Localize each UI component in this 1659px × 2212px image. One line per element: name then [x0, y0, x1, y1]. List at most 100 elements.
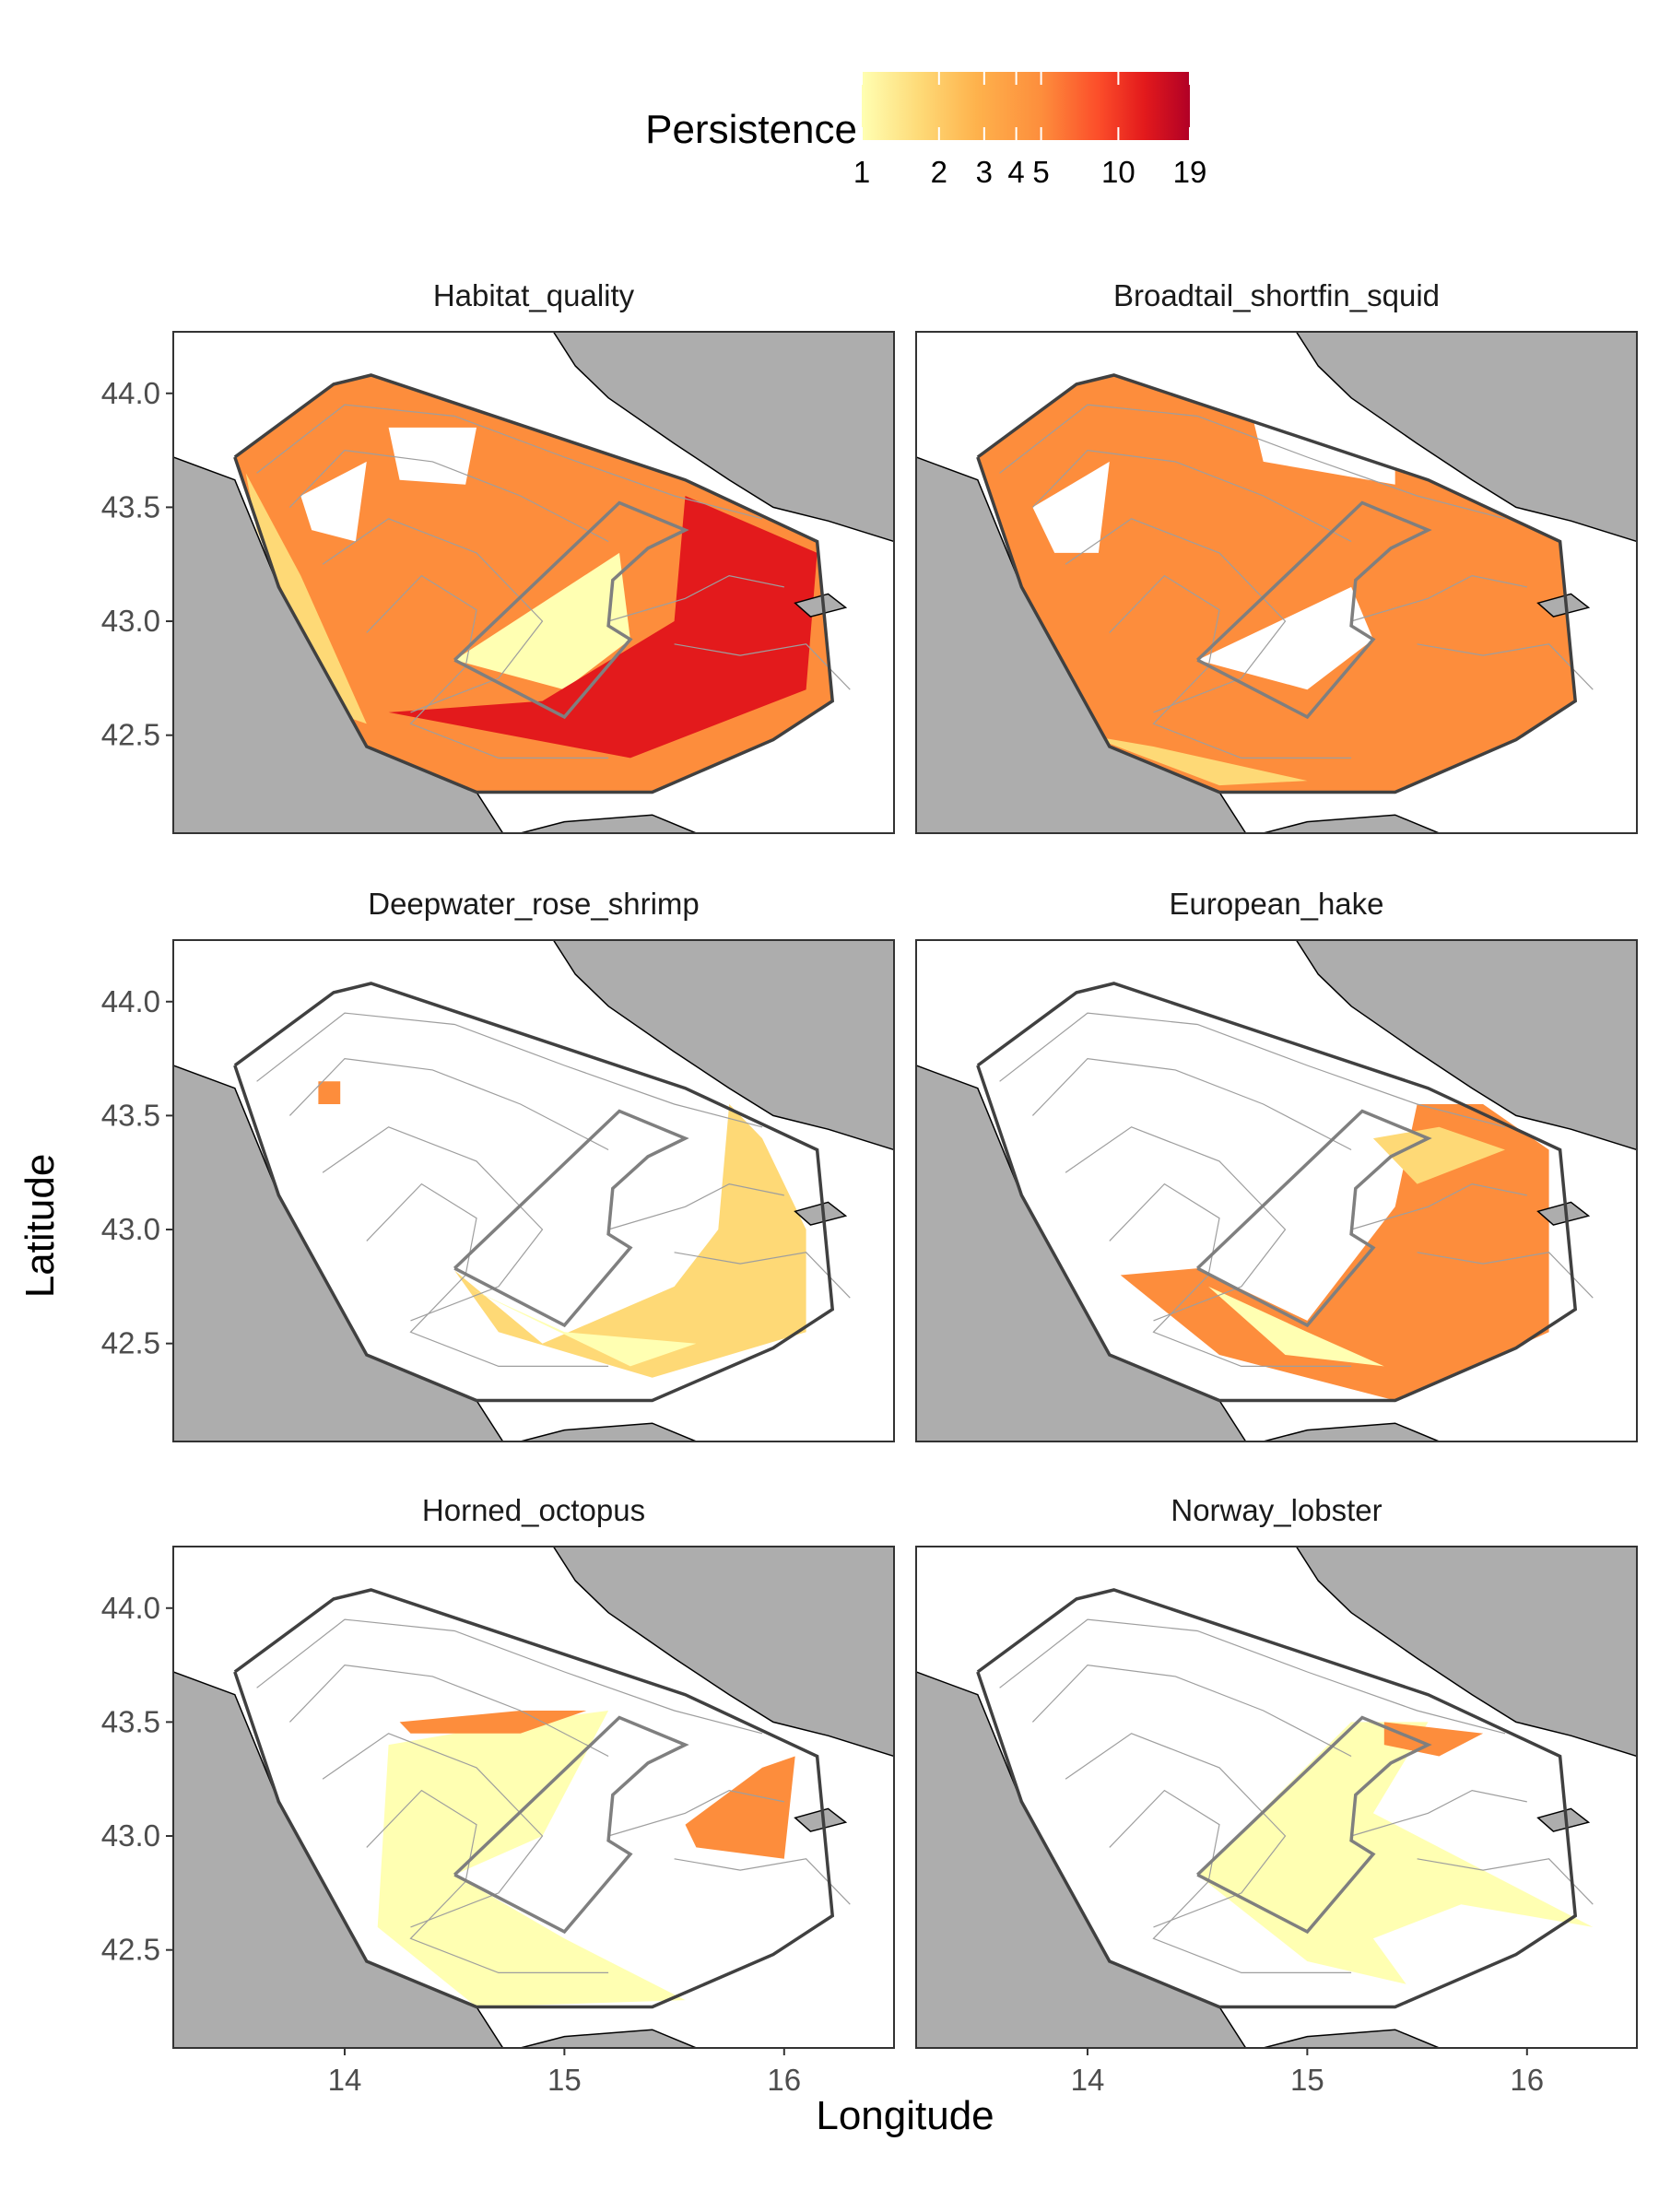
y-tick-label: 43.0 [101, 1212, 160, 1246]
land [1295, 940, 1637, 1151]
y-tick-label: 42.5 [101, 1326, 160, 1360]
panel-title: European_hake [1169, 887, 1383, 921]
y-tick-label: 43.5 [101, 489, 160, 524]
land [520, 1422, 697, 1441]
bathymetry-contour [1350, 574, 1527, 622]
legend-title: Persistence [645, 107, 857, 152]
legend-tick-label: 10 [1101, 155, 1135, 189]
study-area-outline [976, 982, 1578, 1403]
x-tick-label: 14 [328, 2063, 362, 2097]
bathymetry-contour [256, 1012, 763, 1128]
persistence-patch [465, 1286, 697, 1367]
y-tick-label: 43.5 [101, 1704, 160, 1738]
panel-frame [172, 331, 895, 834]
panel-frame [172, 939, 895, 1442]
y-tick-label: 42.5 [101, 718, 160, 752]
x-tick-label: 15 [1290, 2063, 1324, 2097]
bathymetry-contour [607, 574, 784, 622]
land [1263, 814, 1440, 833]
x-axis-title: Longitude [816, 2093, 994, 2138]
empty-cell-patch [300, 461, 367, 542]
bathymetry-contour [288, 1057, 609, 1151]
closed-area-outline [1195, 500, 1432, 720]
land [520, 2029, 697, 2048]
persistence-patch [1372, 1126, 1505, 1184]
land [1295, 332, 1637, 543]
bathymetry-contour [1350, 1789, 1527, 1837]
persistence-patch [1208, 1286, 1384, 1367]
persistence-patch [454, 1104, 806, 1378]
study-area-outline [976, 373, 1578, 794]
legend-colorbar [862, 72, 1190, 140]
closed-area-outline [1195, 1109, 1432, 1328]
legend: Persistence 1 2 3 4 5 10 19 [645, 72, 1206, 189]
land [520, 814, 697, 833]
empty-cell-patch [388, 427, 477, 485]
persistence-patch [1383, 1722, 1484, 1757]
panels: Habitat_quality 44.0 43.5 43.0 42.5 Broadtail… [101, 278, 1638, 2097]
bathymetry-contour [999, 1618, 1506, 1735]
map-panel: Deepwater_rose_shrimp 44.0 43.5 43.0 42.5 [101, 887, 895, 1442]
closed-area-outline [453, 500, 689, 720]
bathymetry-contour [288, 1664, 609, 1758]
persistence-patch [1088, 735, 1308, 786]
y-tick-label: 44.0 [101, 984, 160, 1018]
island [1536, 1201, 1591, 1226]
y-tick-label: 43.0 [101, 604, 160, 638]
persistence-patch [1197, 1722, 1594, 1984]
bathymetry-contour [322, 1733, 544, 1928]
bathymetry-contour [999, 404, 1506, 520]
persistence-patch [318, 1081, 341, 1104]
panel-title: Norway_lobster [1171, 1493, 1382, 1527]
bathymetry-contour [999, 1012, 1506, 1128]
bathymetry-contour [1031, 1664, 1352, 1758]
map-panel: European_hake [915, 887, 1638, 1442]
land [552, 940, 894, 1151]
island [1536, 1807, 1591, 1832]
land [1263, 1422, 1440, 1441]
x-tick-label: 16 [767, 2063, 801, 2097]
panel-frame [915, 1546, 1638, 2049]
bathymetry-contour [1065, 518, 1287, 713]
empty-cell-patch [1032, 461, 1110, 553]
bathymetry-contour [322, 1126, 544, 1322]
y-axis-title: Latitude [18, 1154, 63, 1299]
bathymetry-contour [288, 449, 609, 543]
bathymetry-contour [256, 1618, 763, 1735]
x-tick-label: 15 [547, 2063, 582, 2097]
x-tick-label: 16 [1510, 2063, 1544, 2097]
bathymetry-contour [1065, 1126, 1287, 1322]
island [794, 1807, 848, 1832]
bathymetry-contour [1350, 1182, 1527, 1230]
panel-frame [172, 1546, 895, 2049]
empty-cell-patch [1197, 586, 1373, 690]
map-panel: Broadtail_shortfin_squid [915, 278, 1638, 834]
persistence-patch [399, 1711, 587, 1734]
persistence-patch [245, 473, 367, 724]
land [1263, 2029, 1440, 2048]
bathymetry-contour [1065, 1733, 1287, 1928]
island [1536, 593, 1591, 618]
map-panel: Norway_lobster 14 15 16 [915, 1493, 1638, 2097]
panel-title: Deepwater_rose_shrimp [368, 887, 700, 921]
study-area-outline [233, 1588, 835, 2009]
bathymetry-contour [607, 1789, 784, 1837]
legend-tick-label: 3 [976, 155, 993, 189]
land [552, 1547, 894, 1758]
panel-title: Broadtail_shortfin_squid [1113, 278, 1440, 312]
legend-tick-label: 5 [1032, 155, 1049, 189]
map-panel: Horned_octopus 44.0 43.5 43.0 42.5 14 15 16 [101, 1493, 895, 2097]
closed-area-outline [453, 1715, 689, 1935]
study-area-outline [233, 373, 835, 794]
island [794, 593, 848, 618]
y-tick-label: 44.0 [101, 376, 160, 410]
legend-tick-label: 19 [1173, 155, 1207, 189]
panel-frame [915, 939, 1638, 1442]
bathymetry-contour [256, 404, 763, 520]
bathymetry-contour [322, 518, 544, 713]
bathymetry-contour [607, 1182, 784, 1230]
study-area-outline [976, 1588, 1578, 2009]
y-tick-label: 44.0 [101, 1591, 160, 1625]
closed-area-outline [1195, 1715, 1432, 1935]
